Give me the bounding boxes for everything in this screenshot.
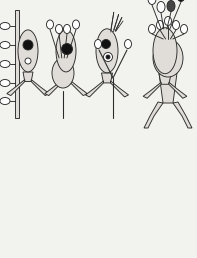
Ellipse shape bbox=[156, 20, 164, 29]
Ellipse shape bbox=[173, 20, 179, 29]
Ellipse shape bbox=[149, 25, 155, 34]
Ellipse shape bbox=[177, 0, 185, 2]
Ellipse shape bbox=[125, 39, 132, 49]
Ellipse shape bbox=[23, 40, 33, 50]
Polygon shape bbox=[159, 73, 177, 103]
Ellipse shape bbox=[18, 30, 38, 72]
Ellipse shape bbox=[0, 98, 10, 104]
Ellipse shape bbox=[96, 29, 118, 73]
Ellipse shape bbox=[103, 52, 112, 61]
Ellipse shape bbox=[72, 20, 80, 29]
Polygon shape bbox=[159, 74, 171, 84]
Polygon shape bbox=[69, 79, 87, 95]
Ellipse shape bbox=[106, 55, 110, 59]
Ellipse shape bbox=[61, 44, 72, 54]
Ellipse shape bbox=[56, 30, 76, 72]
Ellipse shape bbox=[0, 79, 10, 86]
Ellipse shape bbox=[46, 20, 54, 29]
Ellipse shape bbox=[101, 39, 111, 49]
Polygon shape bbox=[61, 72, 71, 82]
Ellipse shape bbox=[56, 25, 62, 34]
Ellipse shape bbox=[153, 39, 183, 77]
Polygon shape bbox=[7, 79, 25, 95]
Ellipse shape bbox=[148, 0, 156, 4]
Ellipse shape bbox=[180, 25, 188, 34]
Polygon shape bbox=[173, 102, 192, 128]
Ellipse shape bbox=[153, 28, 177, 74]
Ellipse shape bbox=[0, 60, 10, 68]
Ellipse shape bbox=[63, 25, 71, 34]
Ellipse shape bbox=[167, 1, 175, 12]
Polygon shape bbox=[111, 81, 128, 97]
Polygon shape bbox=[85, 81, 103, 97]
Ellipse shape bbox=[0, 22, 10, 29]
Polygon shape bbox=[31, 79, 49, 95]
Polygon shape bbox=[143, 82, 161, 98]
Ellipse shape bbox=[164, 17, 172, 26]
Ellipse shape bbox=[52, 58, 74, 88]
Ellipse shape bbox=[0, 42, 10, 49]
Polygon shape bbox=[23, 72, 33, 82]
Ellipse shape bbox=[25, 58, 31, 64]
Polygon shape bbox=[45, 79, 63, 95]
Polygon shape bbox=[169, 82, 187, 98]
Polygon shape bbox=[15, 10, 19, 118]
Polygon shape bbox=[101, 73, 112, 83]
Polygon shape bbox=[144, 102, 163, 128]
Ellipse shape bbox=[95, 39, 101, 49]
Ellipse shape bbox=[157, 2, 165, 12]
